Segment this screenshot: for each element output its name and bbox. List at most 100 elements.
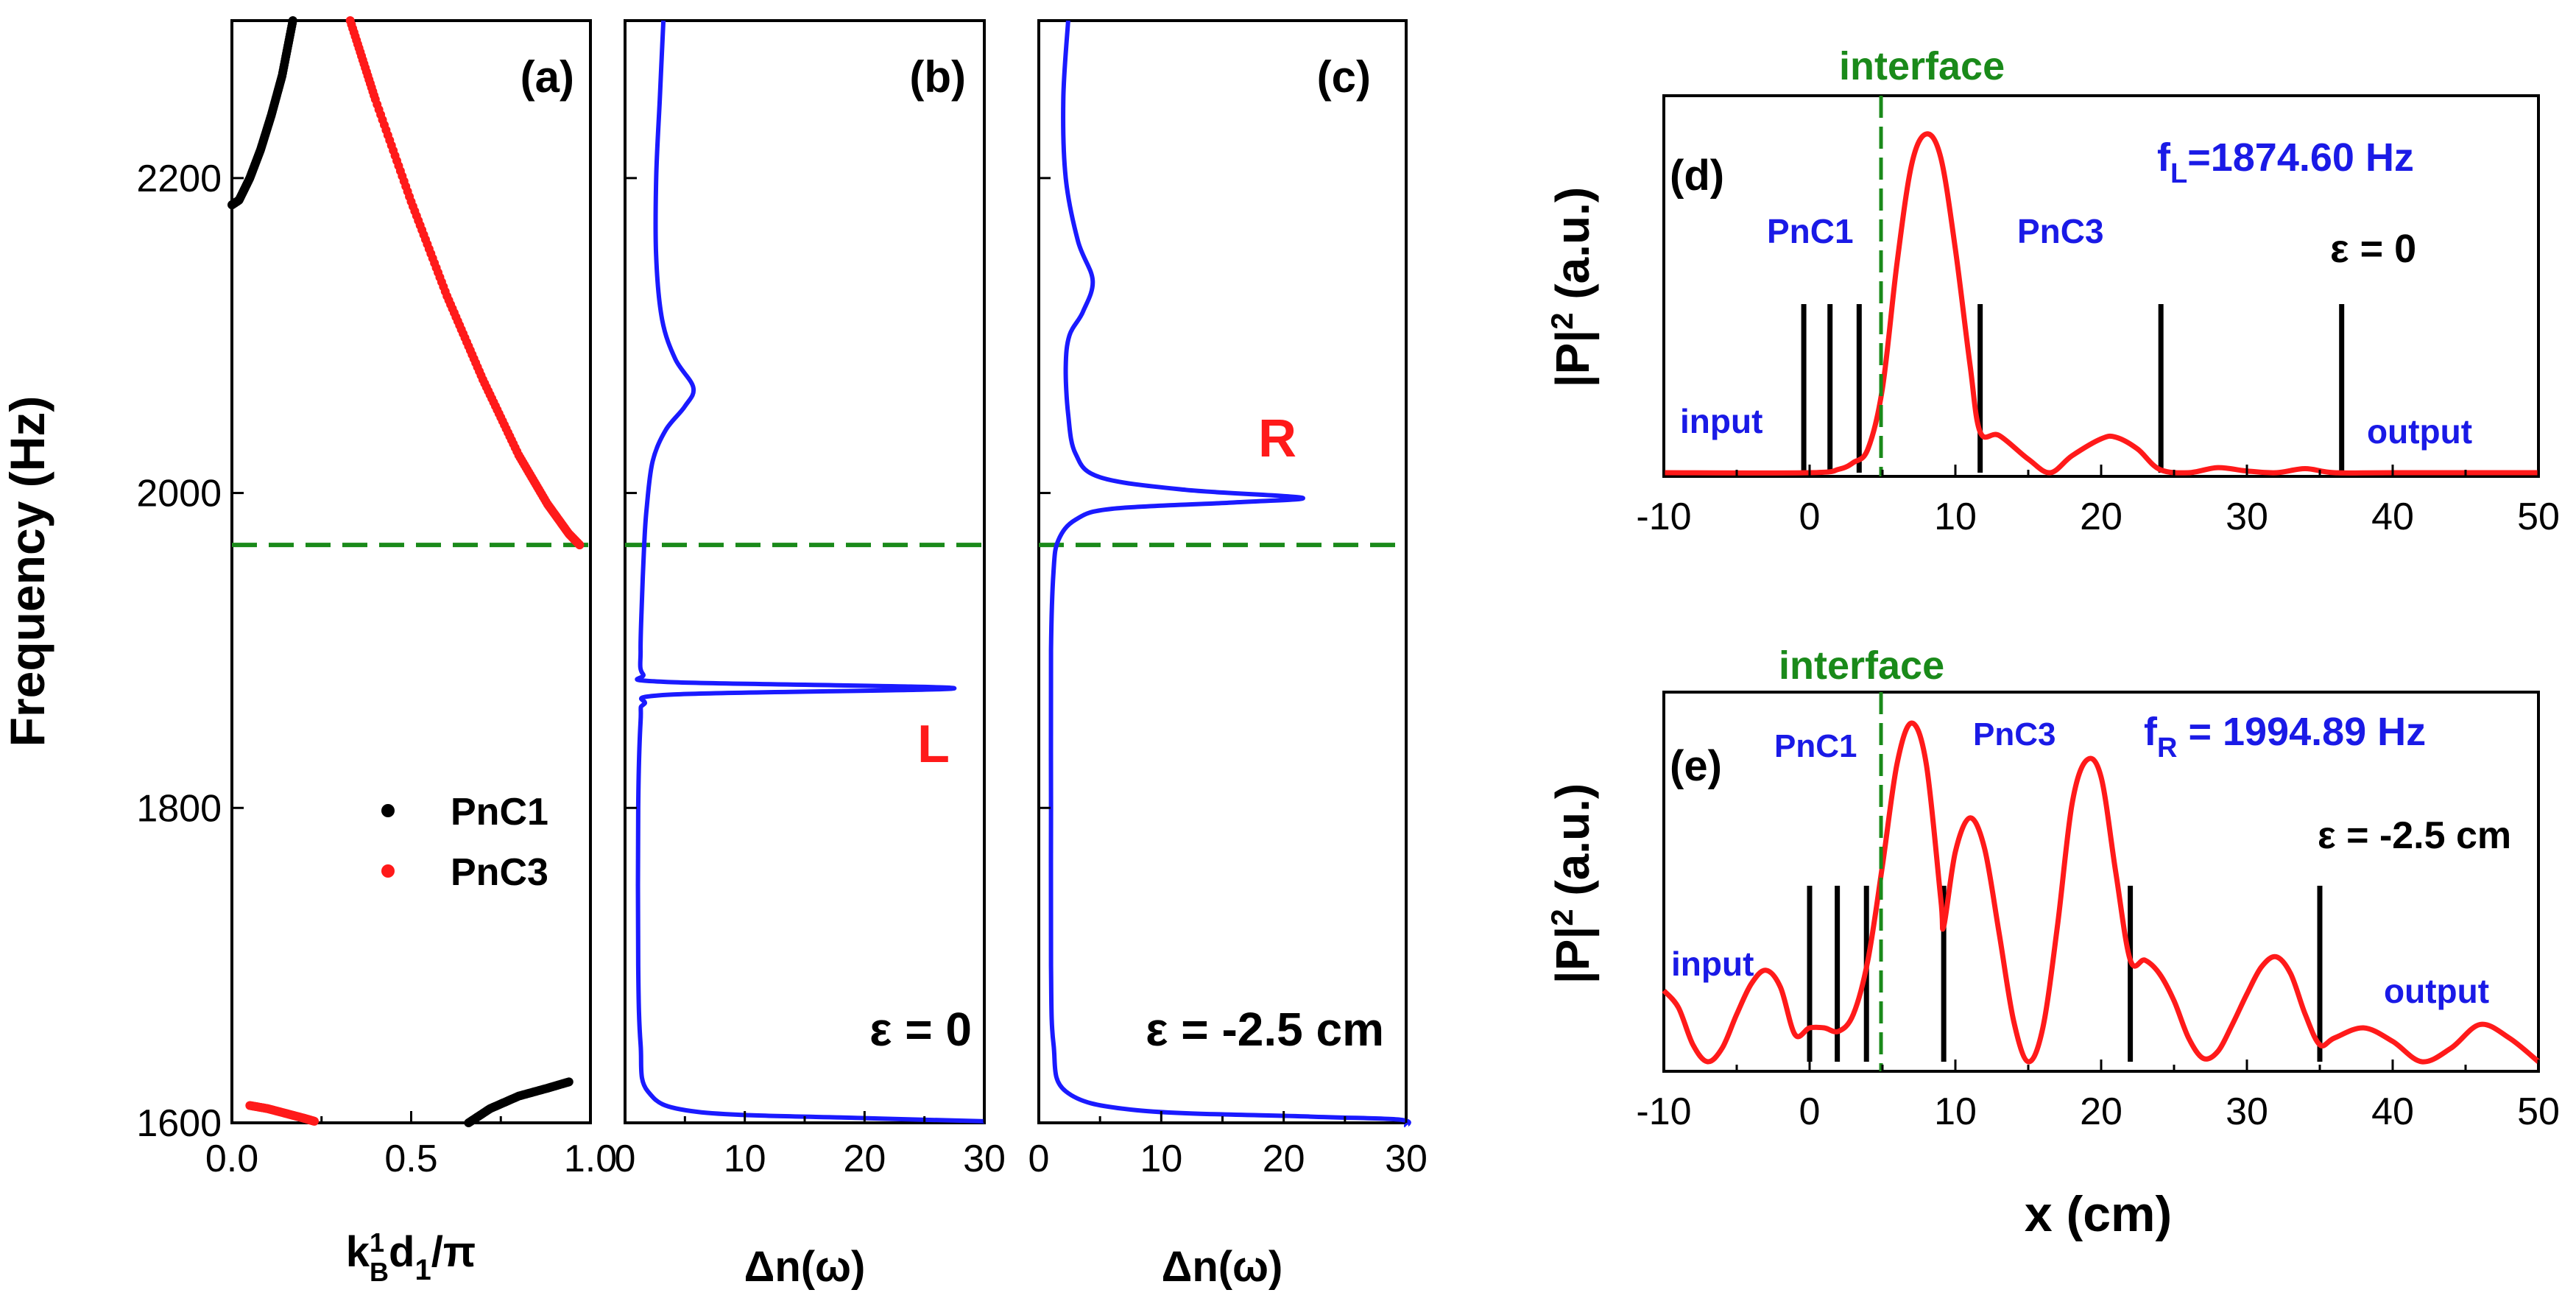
x-tick-label: 20: [843, 1138, 886, 1180]
annotation-R: R: [1258, 409, 1296, 468]
panel-a-label: (a): [521, 52, 574, 102]
panel-a-marks: [227, 16, 590, 1127]
x-tick-label: 30: [2226, 496, 2268, 538]
panel-c-marks: [1039, 20, 1411, 1129]
x-tick-label: 0: [1799, 496, 1821, 538]
xlabel-tail: /π: [431, 1228, 476, 1276]
x-tick-label: 0.0: [205, 1138, 258, 1180]
legend-pnc3-label: PnC3: [451, 851, 548, 894]
x-tick-label: 20: [2080, 1090, 2122, 1133]
panel-e: -10 0 10 20 30 40 50 (e) interface PnC1 PnC3 i…: [1545, 644, 2560, 1242]
panel-e-label: (e): [1670, 742, 1722, 790]
x-tick-label: 30: [963, 1138, 1006, 1180]
dos-curve: [635, 20, 985, 1124]
panel-a: 1600 1800 2000 2200 0.0 0.5 1.0 (a) Frequency …: [0, 16, 617, 1287]
x-tick-label: 20: [1263, 1138, 1305, 1180]
xlabel-sup: 1: [370, 1227, 384, 1258]
panel-d-pnc1-label: PnC1: [1767, 212, 1854, 250]
band-point-pnc3: [310, 1116, 320, 1126]
panel-d-label: (d): [1670, 152, 1724, 200]
y-tick-label: 1600: [136, 1102, 222, 1145]
x-tick-label: 20: [2080, 496, 2122, 538]
field-intensity-curve: [1662, 720, 2541, 1065]
x-tick-label: 10: [1934, 496, 1977, 538]
ylabel-sup: 2: [1545, 909, 1579, 926]
panel-d-pnc3-label: PnC3: [2017, 212, 2104, 250]
band-point-pnc1: [288, 16, 297, 25]
panel-e-output-label: output: [2384, 972, 2489, 1010]
x-tick-label: 40: [2371, 1090, 2414, 1133]
panel-e-xlabel: x (cm): [2025, 1186, 2172, 1242]
xlabel-d: d: [389, 1228, 414, 1276]
panel-b-marks: [625, 20, 985, 1124]
panel-e-epsilon: ε = -2.5 cm: [2318, 814, 2511, 857]
x-tick-label: 30: [2226, 1090, 2268, 1133]
x-tick-label: 10: [1934, 1090, 1977, 1133]
x-tick-label: 1.0: [564, 1138, 617, 1180]
panel-d: -10 0 10 20 30 40 50 (d) interface PnC1 PnC3 i…: [1545, 44, 2560, 538]
panel-c-xlabel: Δn(ω): [1162, 1243, 1283, 1291]
panel-a-ticks: 1600 1800 2000 2200 0.0 0.5 1.0: [136, 158, 617, 1180]
freq-f: f: [2144, 710, 2158, 754]
x-tick-label: 0: [1799, 1090, 1821, 1133]
panel-e-ylabel: |P|2 (a.u.): [1545, 783, 1600, 984]
freq-rest: = 1994.89 Hz: [2177, 710, 2426, 754]
panel-a-ylabel: Frequency (Hz): [0, 396, 54, 747]
freq-f: f: [2157, 135, 2171, 180]
band-point-pnc1: [564, 1077, 574, 1087]
annotation-L: L: [917, 715, 950, 774]
legend-pnc3-marker: [381, 864, 395, 878]
legend-pnc1-label: PnC1: [451, 791, 548, 833]
ylabel-rest: (a.u.): [1546, 783, 1599, 909]
xlabel-sub2: 1: [414, 1254, 431, 1286]
band-point-pnc3: [575, 540, 585, 550]
field-intensity-curve: [1663, 131, 2538, 476]
panel-e-freq-label: fR = 1994.89 Hz: [2144, 710, 2426, 764]
x-tick-label: 0.5: [384, 1138, 437, 1180]
panel-b-frame: [624, 19, 986, 1124]
ylabel-sup: 2: [1545, 312, 1579, 329]
panel-d-output-label: output: [2367, 412, 2472, 451]
legend-pnc1-marker: [381, 804, 395, 817]
panel-b-label: (b): [909, 52, 966, 102]
panel-d-marks: [1663, 96, 2538, 476]
ylabel-rest: (a.u.): [1546, 187, 1599, 313]
x-tick-label: 30: [1385, 1138, 1428, 1180]
panel-c-epsilon: ε = -2.5 cm: [1146, 1003, 1384, 1056]
panel-c-label: (c): [1317, 52, 1371, 102]
panel-d-input-label: input: [1680, 402, 1762, 440]
freq-sub: R: [2157, 733, 2177, 764]
y-tick-label: 2200: [136, 158, 222, 200]
panel-c-ticks: 0 10 20 30: [1028, 177, 1428, 1180]
x-tick-label: 0: [1028, 1138, 1050, 1180]
panel-d-ylabel: |P|2 (a.u.): [1545, 187, 1600, 388]
ylabel-p: |P|: [1546, 330, 1600, 388]
panel-e-interface-label: interface: [1779, 644, 1944, 688]
x-tick-label: -10: [1636, 496, 1691, 538]
x-tick-label: 10: [724, 1138, 766, 1180]
panel-e-pnc3-label: PnC3: [1973, 716, 2055, 752]
x-tick-label: 50: [2517, 496, 2560, 538]
panel-a-xlabel: k1 Bd1/π: [346, 1227, 476, 1287]
dos-curve: [1048, 20, 1411, 1129]
panel-d-interface-label: interface: [1839, 44, 2005, 88]
x-tick-label: 40: [2371, 496, 2414, 538]
x-tick-label: -10: [1636, 1090, 1691, 1133]
panel-d-ticks: -10 0 10 20 30 40 50: [1636, 465, 2560, 538]
panel-d-epsilon: ε = 0: [2330, 227, 2416, 271]
y-tick-label: 2000: [136, 473, 222, 515]
panel-e-input-label: input: [1671, 945, 1754, 983]
panel-e-ticks: -10 0 10 20 30 40 50: [1636, 1060, 2560, 1133]
panel-e-marks: [1662, 692, 2541, 1071]
xlabel-sub: B: [370, 1257, 389, 1287]
ylabel-p: |P|: [1546, 926, 1600, 984]
panel-b-epsilon: ε = 0: [869, 1003, 972, 1056]
panel-a-frame: [230, 19, 592, 1124]
x-tick-label: 10: [1140, 1138, 1182, 1180]
panel-e-pnc1-label: PnC1: [1774, 728, 1857, 764]
x-tick-label: 50: [2517, 1090, 2560, 1133]
panel-b-ticks: 0 10 20 30: [615, 177, 1006, 1180]
panel-b: 0 10 20 30 (b) L ε = 0 Δn(ω): [615, 19, 1006, 1291]
panel-b-xlabel: Δn(ω): [744, 1243, 866, 1291]
